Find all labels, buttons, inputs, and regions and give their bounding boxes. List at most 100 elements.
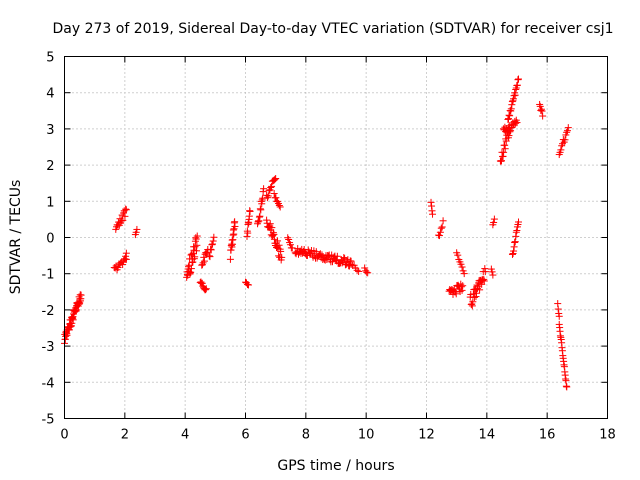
data-point: [480, 275, 488, 283]
data-point: [513, 119, 521, 127]
data-point: [257, 206, 265, 214]
data-point: [512, 232, 520, 240]
data-point: [312, 248, 320, 256]
data-point: [198, 261, 206, 269]
data-point: [318, 251, 326, 259]
data-point: [488, 268, 496, 276]
data-point: [508, 250, 516, 258]
data-point: [437, 224, 445, 232]
data-point: [428, 207, 436, 215]
data-point: [470, 293, 478, 301]
data-point: [511, 238, 519, 246]
y-tick-label: -4: [42, 376, 55, 391]
data-point: [504, 115, 512, 123]
data-point: [324, 252, 332, 260]
data-point: [454, 251, 462, 259]
data-point: [472, 289, 480, 297]
data-point: [468, 302, 476, 310]
data-point: [555, 312, 563, 320]
data-point: [353, 266, 361, 274]
data-point: [316, 250, 324, 258]
data-point: [459, 282, 467, 290]
data-point: [435, 232, 443, 240]
data-point: [490, 218, 498, 226]
data-point: [284, 234, 292, 242]
data-point: [536, 102, 544, 110]
data-point: [515, 218, 523, 226]
data-point: [364, 269, 372, 277]
data-point: [226, 255, 234, 263]
y-tick-label: -5: [42, 413, 55, 428]
data-point: [207, 246, 215, 254]
data-point: [515, 75, 523, 83]
data-point: [187, 265, 195, 273]
data-point: [189, 258, 197, 266]
data-point: [272, 194, 280, 202]
data-point: [268, 182, 276, 190]
plot-frame: [64, 56, 608, 419]
data-point: [460, 270, 468, 278]
data-point: [497, 157, 505, 165]
y-tick-label: 5: [46, 51, 54, 66]
chart-title: Day 273 of 2019, Sidereal Day-to-day VTE…: [52, 21, 613, 37]
data-point: [202, 286, 210, 294]
data-point: [274, 237, 282, 245]
data-point: [119, 216, 127, 224]
data-point: [511, 91, 519, 99]
data-point: [200, 253, 208, 261]
data-point: [205, 252, 213, 260]
data-point: [500, 148, 508, 156]
data-point: [208, 241, 216, 249]
x-tick-label: 10: [358, 428, 375, 443]
data-point: [347, 257, 355, 265]
data-point: [564, 124, 572, 132]
data-point: [330, 253, 338, 261]
data-point: [563, 127, 571, 135]
data-point: [291, 249, 299, 257]
x-tick-label: 12: [418, 428, 435, 443]
y-tick-label: 0: [46, 232, 54, 247]
x-tick-label: 16: [539, 428, 556, 443]
data-point: [479, 276, 487, 284]
data-point: [501, 141, 509, 149]
data-point: [508, 101, 516, 109]
data-point: [458, 286, 466, 294]
data-point: [554, 305, 562, 313]
data-point: [512, 86, 520, 94]
data-point: [275, 202, 283, 210]
data-point: [452, 290, 460, 298]
data-point: [288, 244, 296, 252]
x-axis-label: GPS time / hours: [277, 458, 394, 474]
data-point: [271, 175, 279, 183]
data-point: [429, 210, 437, 218]
data-point: [266, 220, 274, 228]
data-point: [328, 258, 336, 266]
y-tick-label: 4: [46, 87, 54, 102]
data-point: [133, 225, 141, 233]
data-point: [192, 235, 200, 243]
data-point: [439, 217, 447, 225]
data-point: [510, 92, 518, 100]
data-point: [427, 198, 435, 206]
x-tick-label: 0: [60, 428, 68, 443]
grid: [64, 56, 608, 419]
y-tick-label: -3: [42, 340, 55, 355]
data-point: [557, 146, 565, 154]
data-point: [122, 206, 130, 214]
data-point: [286, 241, 294, 249]
data-point: [132, 228, 140, 236]
y-tick-label: 2: [46, 159, 54, 174]
data-point: [561, 136, 569, 144]
data-point: [77, 291, 85, 299]
data-point: [275, 241, 283, 249]
data-point: [193, 241, 201, 249]
data-point: [559, 140, 567, 148]
y-tick-label: -1: [42, 268, 55, 283]
data-point: [458, 263, 466, 271]
data-point: [537, 106, 545, 114]
data-point: [428, 202, 436, 210]
data-point: [469, 298, 477, 306]
data-point: [270, 235, 278, 243]
data-point: [489, 271, 497, 279]
data-point: [513, 81, 521, 89]
